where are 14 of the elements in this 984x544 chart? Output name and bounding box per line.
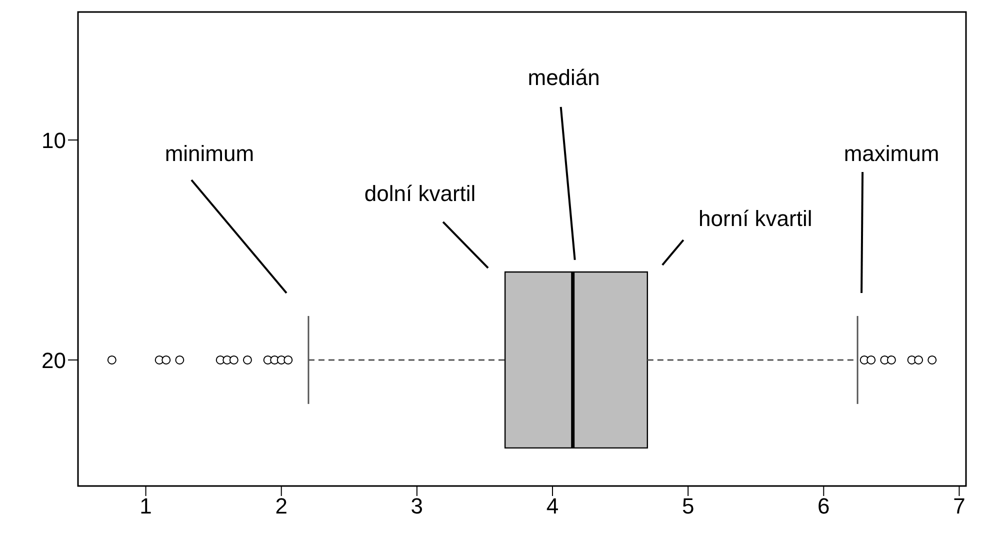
x-tick-label: 1 xyxy=(140,494,152,519)
annotation: medián xyxy=(528,64,600,90)
x-tick-label: 7 xyxy=(953,494,966,519)
annotation: horní kvartil xyxy=(698,206,812,231)
annotation: maximum xyxy=(844,140,940,166)
x-tick-label: 5 xyxy=(682,494,694,519)
annotation: minimum xyxy=(164,140,254,166)
x-tick-label: 4 xyxy=(546,494,559,519)
annotation: dolní kvartil xyxy=(364,180,476,206)
x-tick-label: 6 xyxy=(818,494,830,519)
y-tick-label: 20 xyxy=(42,348,66,373)
x-tick-label: 3 xyxy=(410,494,424,519)
x-tick-label: 2 xyxy=(275,494,288,519)
y-tick-label: 10 xyxy=(42,128,66,153)
